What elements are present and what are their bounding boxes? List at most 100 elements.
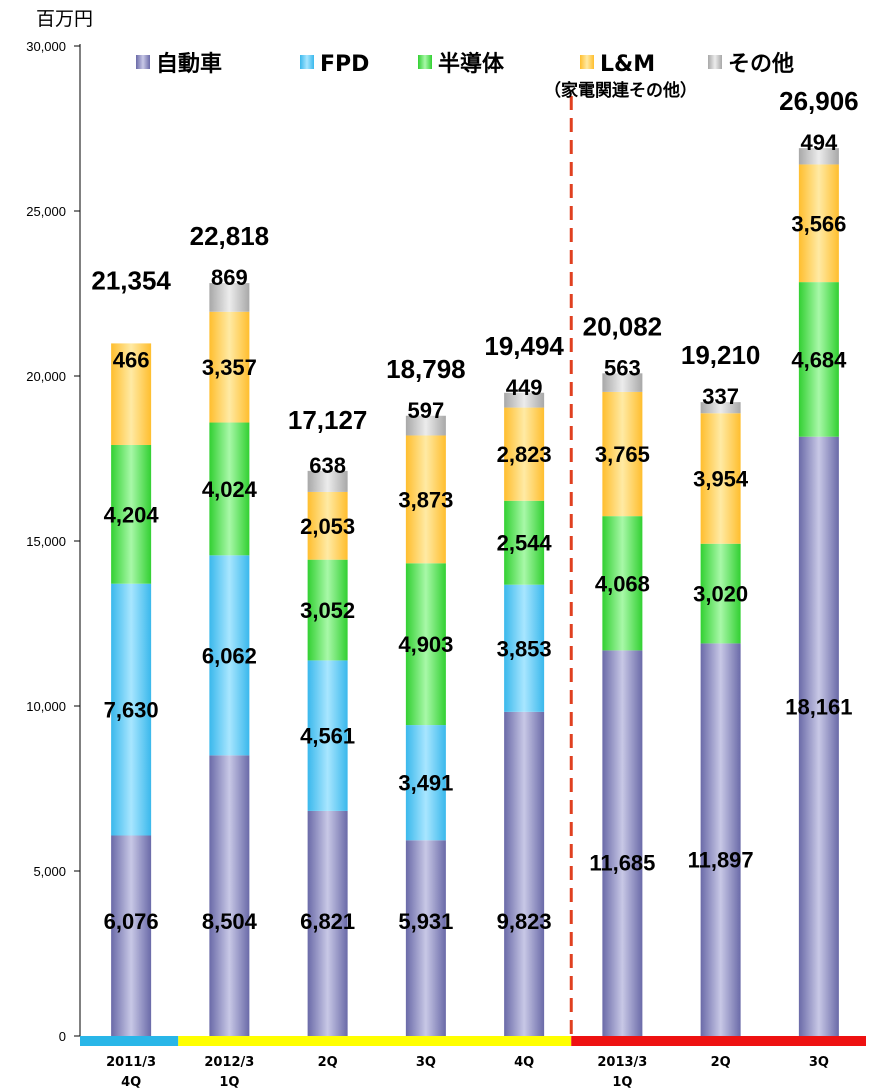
bar-segment (504, 500, 545, 585)
segment-value-label: 466 (113, 347, 150, 372)
segment-value-label: 8,504 (202, 909, 258, 934)
x-tick-label: 4Q (514, 1055, 534, 1070)
legend-label: 半導体 (438, 51, 505, 77)
segment-value-label: 3,873 (398, 487, 453, 512)
segment-labels: 6,076 7,630 4,204 466 8,504 6,062 4,024 3,357 86… (104, 130, 853, 934)
x-axis-labels: 2011/3 4Q 2012/3 1Q 2Q 3Q 4Q 2013/3 1Q 2Q 3Q (106, 1055, 829, 1090)
legend-label: L&M (600, 52, 655, 77)
segment-value-label: 3,765 (595, 442, 650, 467)
segment-value-label: 2,053 (300, 514, 355, 539)
y-tick-label: 10,000 (26, 699, 66, 714)
bar-segment (504, 392, 545, 408)
bar-segment (209, 283, 250, 312)
segment-value-label: 3,566 (791, 211, 846, 236)
segment-value-label: 494 (801, 130, 838, 155)
segment-value-label: 869 (211, 265, 248, 290)
x-tick-label: 1Q (219, 1075, 239, 1090)
y-axis-unit-label: 百万円 (36, 8, 93, 30)
y-tick-label: 15,000 (26, 534, 66, 549)
legend-swatch (136, 55, 150, 69)
legend-swatch (300, 55, 314, 69)
total-value-label: 18,798 (386, 354, 466, 384)
bar-segment (504, 711, 545, 1036)
bar-segment (504, 407, 545, 501)
legend-label: その他 (728, 52, 794, 77)
total-value-label: 20,082 (583, 311, 663, 341)
bar-segment (111, 835, 152, 1036)
segment-value-label: 3,853 (497, 636, 552, 661)
segment-value-label: 597 (408, 398, 445, 423)
segment-value-label: 5,931 (398, 909, 453, 934)
segment-value-label: 337 (702, 384, 739, 409)
segment-value-label: 11,897 (688, 847, 754, 872)
legend: 自動車 FPD 半導体 L&M その他 (136, 51, 794, 77)
segment-value-label: 3,954 (693, 466, 749, 491)
segment-value-label: 6,076 (104, 909, 159, 934)
bar-segment (602, 391, 643, 517)
segment-value-label: 9,823 (497, 909, 552, 934)
segment-value-label: 563 (604, 355, 641, 380)
segment-value-label: 449 (506, 375, 543, 400)
bar-segment (209, 422, 250, 556)
segment-value-label: 4,068 (595, 571, 650, 596)
total-value-label: 17,127 (288, 405, 368, 435)
bar-segment (307, 559, 348, 661)
segment-value-label: 2,544 (497, 531, 553, 556)
legend-label: 自動車 (156, 51, 222, 77)
bar-segment (307, 470, 348, 492)
x-tick-label: 1Q (612, 1075, 632, 1090)
segment-value-label: 7,630 (104, 698, 159, 723)
x-tick-label: 3Q (809, 1055, 829, 1070)
y-tick-label: 0 (59, 1029, 66, 1044)
bar-segment (111, 343, 152, 445)
x-tick-label: 2Q (318, 1055, 338, 1070)
bar-segment (405, 725, 446, 841)
bars (111, 148, 839, 1036)
x-tick-label: 2012/3 (204, 1055, 254, 1070)
y-tick-label: 5,000 (33, 864, 66, 879)
segment-value-label: 3,491 (398, 771, 453, 796)
segment-value-label: 11,685 (589, 850, 655, 875)
legend-label: FPD (320, 52, 369, 77)
total-value-label: 19,210 (681, 340, 761, 370)
bar-segment (700, 643, 741, 1036)
bar-segment (307, 810, 348, 1036)
bar-segment (209, 555, 250, 756)
y-tick-label: 30,000 (26, 39, 66, 54)
legend-swatch (580, 55, 594, 69)
x-tick-label: 3Q (416, 1055, 436, 1070)
segment-value-label: 6,062 (202, 643, 257, 668)
bar-segment (700, 402, 741, 414)
x-tick-label: 4Q (121, 1075, 141, 1090)
bar-segment (209, 755, 250, 1036)
segment-value-label: 18,161 (785, 694, 852, 719)
legend-note: （家電関連その他） (544, 80, 697, 101)
bar-segment (307, 660, 348, 811)
bar-segment (798, 148, 839, 165)
segment-value-label: 4,684 (791, 347, 847, 372)
segment-value-label: 3,020 (693, 582, 748, 607)
segment-value-label: 2,823 (497, 442, 552, 467)
segment-value-label: 4,561 (300, 724, 355, 749)
bar-segment (405, 840, 446, 1036)
legend-swatch (708, 55, 722, 69)
bar-segment (405, 415, 446, 436)
total-value-label: 21,354 (91, 265, 171, 295)
bar-segment (602, 650, 643, 1036)
x-tick-label: 2013/3 (597, 1055, 647, 1070)
period-band (80, 1036, 179, 1046)
total-value-label: 19,494 (484, 331, 564, 361)
segment-value-label: 4,204 (104, 502, 160, 527)
bar-segment (602, 516, 643, 651)
segment-value-label: 638 (309, 453, 346, 478)
total-labels: 21,354 22,818 17,127 18,798 19,494 20,082 19,2… (91, 86, 858, 435)
total-value-label: 22,818 (190, 221, 270, 251)
bar-segment (602, 373, 643, 392)
bar-segment (405, 435, 446, 564)
bar-segment (405, 563, 446, 726)
bar-segment (700, 543, 741, 644)
bar-segment (700, 413, 741, 544)
y-tick-label: 20,000 (26, 369, 66, 384)
x-tick-label: 2011/3 (106, 1055, 156, 1070)
